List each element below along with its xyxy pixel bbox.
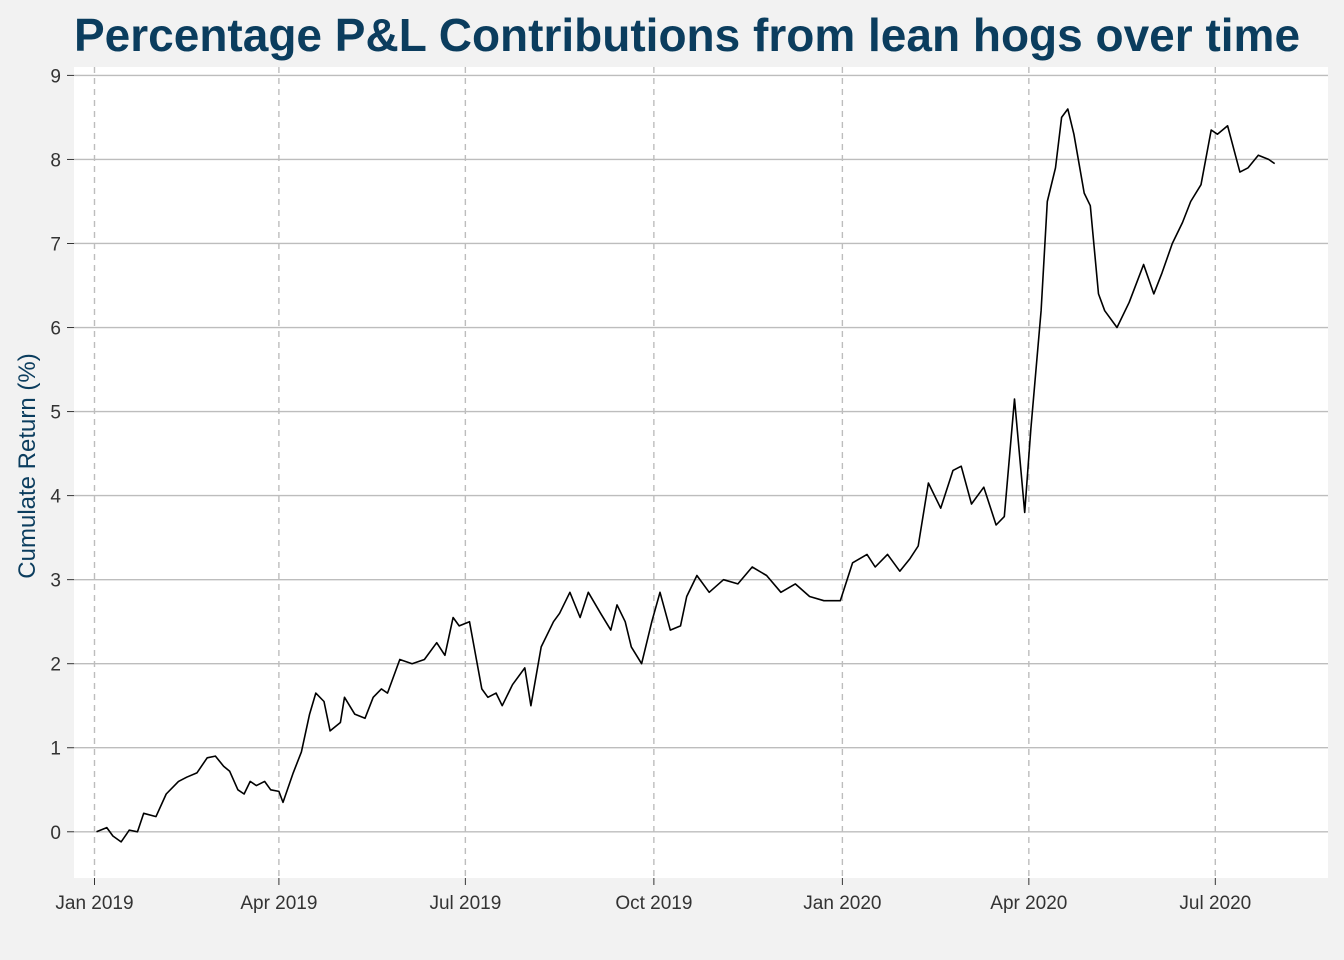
horizontal-gridlines (74, 74, 1328, 833)
x-tick-label: Apr 2019 (240, 893, 317, 914)
y-tick-label: 4 (50, 487, 61, 508)
y-tick-label: 5 (50, 403, 61, 424)
x-tick-label: Oct 2019 (615, 893, 692, 914)
x-tick-label: Jan 2020 (803, 893, 881, 914)
plot-panel (74, 67, 1328, 878)
vertical-gridlines (93, 67, 1217, 878)
x-tick-label: Jan 2019 (55, 893, 133, 914)
y-tick-label: 0 (50, 823, 61, 844)
y-tick-label: 7 (50, 234, 61, 255)
x-tick-label: Jul 2020 (1179, 893, 1251, 914)
y-tick-label: 8 (50, 150, 61, 171)
chart-title: Percentage P&L Contributions from lean h… (74, 9, 1300, 61)
series-line (96, 108, 1276, 843)
y-tick-label: 3 (50, 571, 61, 592)
x-tick-label: Jul 2019 (429, 893, 501, 914)
axis-ticks (67, 74, 1216, 885)
x-axis-tick-labels: Jan 2019 Apr 2019 Jul 2019 Oct 2019 Jan 2020… (55, 893, 1251, 914)
y-tick-label: 1 (50, 739, 61, 760)
y-axis-label: Cumulate Return (%) (14, 353, 41, 578)
x-tick-label: Apr 2020 (990, 893, 1067, 914)
y-tick-label: 9 (50, 66, 61, 87)
y-tick-label: 2 (50, 655, 61, 676)
y-tick-label: 6 (50, 319, 61, 340)
y-axis-tick-labels: 0 1 2 3 4 5 6 7 8 9 (50, 66, 61, 843)
